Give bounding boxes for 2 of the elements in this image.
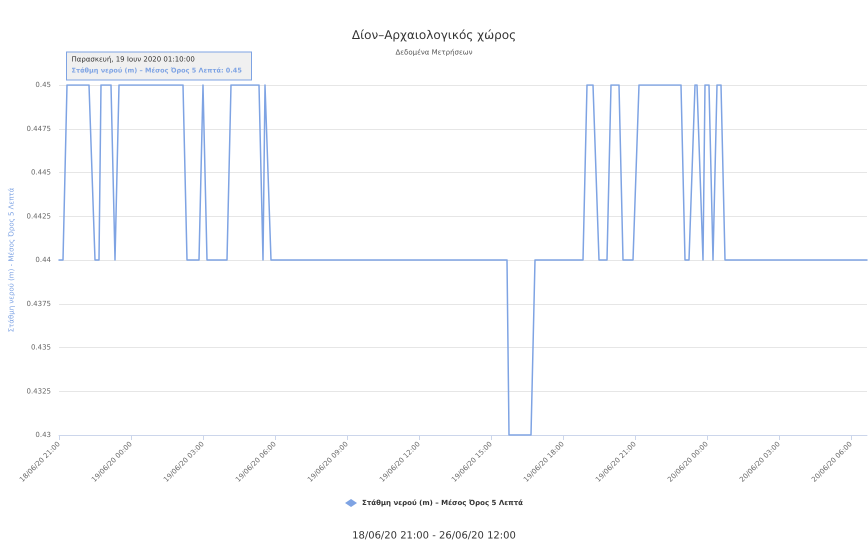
text: 18/06/20 21:00 - 26/06/20 12:00 xyxy=(352,530,516,542)
chart-title: Δίον–Αρχαιολογικός χώρος xyxy=(352,28,516,42)
